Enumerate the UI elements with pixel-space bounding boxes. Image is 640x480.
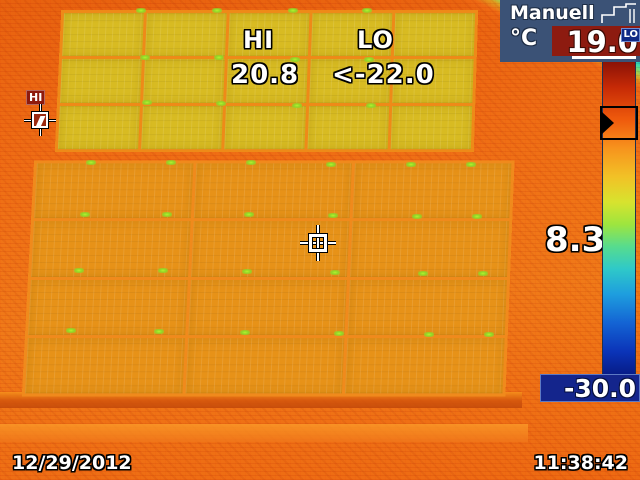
level-span-icon — [601, 3, 636, 23]
lo-scale-badge[interactable]: LO — [621, 28, 640, 42]
solar-panel-cell — [143, 59, 225, 103]
level-marker-pointer-icon — [602, 112, 614, 134]
solar-panel-cell — [62, 13, 144, 57]
temperature-colorbar[interactable] — [600, 62, 638, 384]
solar-panel-cell — [345, 337, 505, 394]
crosshair-center-box — [309, 234, 327, 252]
solar-panel-cell — [141, 105, 224, 150]
solar-panel-cell — [145, 13, 227, 57]
solar-panel-cell — [390, 105, 473, 150]
roof-eave-band-lower — [0, 424, 528, 442]
hi-spot-marker[interactable]: HI — [24, 90, 56, 136]
solar-panel-cell — [187, 279, 348, 335]
solar-panel-cell — [224, 105, 307, 150]
lo-readout-label: LO — [357, 26, 394, 54]
measurement-mode-label[interactable]: Manuell — [510, 2, 595, 24]
scale-min-background — [540, 374, 640, 402]
scale-min-value[interactable]: -30.0 — [563, 374, 636, 403]
capture-date: 12/29/2012 — [12, 452, 132, 474]
solar-panel-cell — [352, 163, 512, 219]
solar-panel-cell — [350, 221, 510, 277]
solar-panel-cell — [347, 279, 507, 335]
solar-panel-cell — [25, 337, 185, 394]
solar-panel-cell — [185, 337, 345, 394]
hi-readout-value: 20.8 — [231, 60, 300, 90]
spot-readout-value: 8.3 — [545, 220, 606, 260]
solar-panel-cell — [57, 105, 140, 150]
solar-panel-cell — [28, 279, 188, 335]
hi-marker-crosshair-icon — [24, 104, 56, 136]
capture-time: 11:38:42 — [533, 452, 628, 474]
lo-readout-value: <-22.0 — [332, 60, 435, 90]
solar-panel-cell — [307, 105, 390, 150]
temperature-unit-label[interactable]: °C — [510, 26, 538, 51]
solar-panel-cell — [60, 59, 142, 103]
solar-panel-array-lower — [21, 160, 515, 397]
solar-panel-cell — [393, 13, 476, 57]
hi-marker-label: HI — [26, 90, 46, 105]
crosshair-vertical — [316, 225, 320, 261]
center-spot-crosshair-icon[interactable] — [300, 225, 336, 261]
colorbar-level-marker[interactable] — [600, 106, 638, 140]
solar-panel-cell — [31, 221, 191, 277]
crosshair-center-box — [32, 112, 48, 128]
solar-panel-cell — [34, 163, 194, 219]
solar-panel-cell — [193, 163, 353, 219]
scale-max-underline — [572, 56, 636, 59]
hi-readout-label: HI — [243, 26, 275, 54]
